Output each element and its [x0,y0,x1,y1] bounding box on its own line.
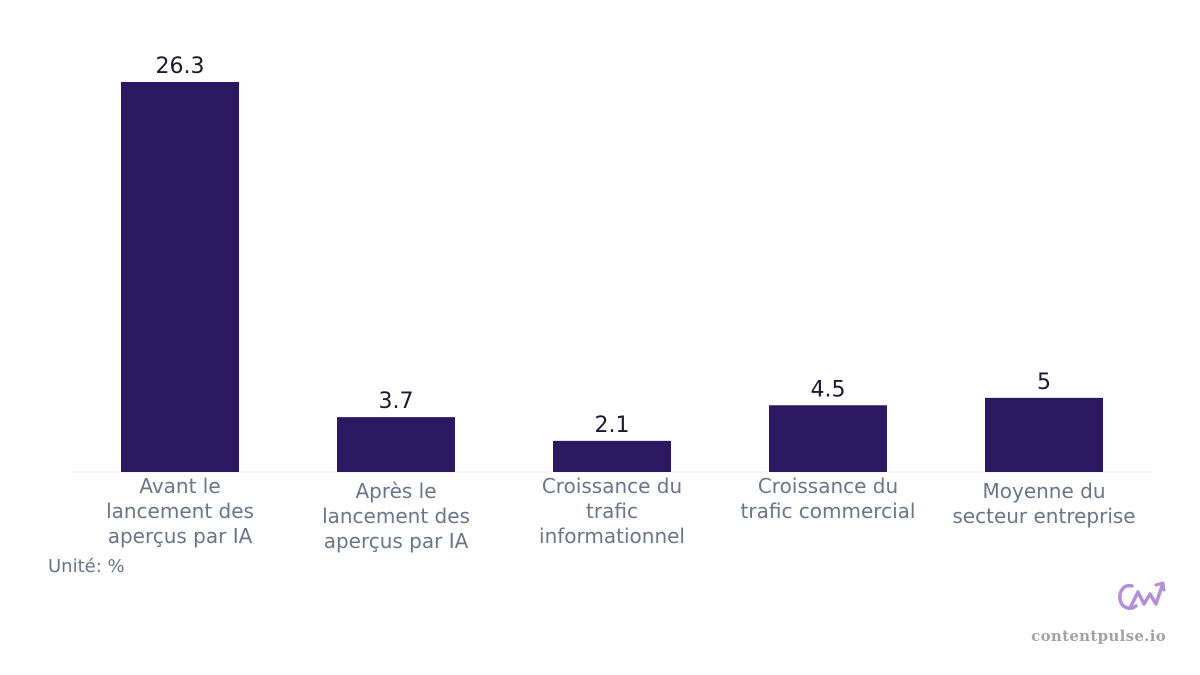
bar-4 [769,405,887,472]
unit-label: Unité: % [48,556,125,577]
value-label-3: 2.1 [595,413,630,438]
bar-5 [985,397,1103,472]
value-label-2: 3.7 [379,389,414,414]
bar-3 [553,440,671,472]
category-label-1-line-3: aperçus par IA [108,524,253,548]
category-label-5-line-1: Moyenne du [982,479,1105,503]
category-label-3-line-2: trafic [586,499,638,523]
category-label-5-line-2: secteur entreprise [952,504,1135,528]
category-label-4-line-1: Croissance du [758,474,898,498]
bar-1 [121,82,239,472]
category-label-2-line-3: aperçus par IA [324,529,469,553]
brand-name: contentpulse.io [1031,627,1166,645]
category-label-3-line-3: informationnel [539,524,685,548]
category-label-3-line-1: Croissance du [542,474,682,498]
category-label-2-line-2: lancement des [322,504,470,528]
value-label-4: 4.5 [811,377,846,402]
category-label-1-line-1: Avant le [139,474,220,498]
cw-chart-logo-icon [1118,581,1166,610]
category-label-1-line-2: lancement des [106,499,254,523]
value-label-1: 26.3 [156,54,205,79]
bar-2 [337,417,455,472]
category-label-2-line-1: Après le [355,479,436,503]
value-label-5: 5 [1037,370,1051,395]
category-label-4-line-2: trafic commercial [741,499,916,523]
